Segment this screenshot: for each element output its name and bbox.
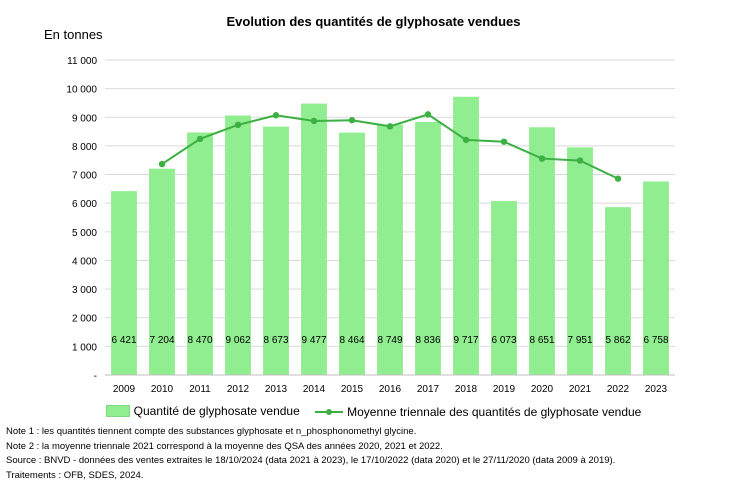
x-tick-label: 2011: [189, 384, 211, 395]
legend-swatch-bar: [105, 405, 130, 417]
x-tick-label: 2014: [303, 384, 326, 395]
bar-data-label: 7 951: [567, 335, 592, 346]
chart-plot: 6 421 7 204 8 470 9 062 8 673 9 477 8 464 8 749…: [66, 56, 675, 395]
y-tick-label: 5 000: [72, 228, 97, 239]
bar-data-label: 9 717: [453, 335, 478, 346]
bar-data-label: 7 204: [149, 335, 174, 346]
chart-title: Evolution des quantités de glyphosate ve…: [226, 14, 521, 29]
line-point-2014: [310, 117, 318, 125]
bar-data-label: 8 836: [415, 335, 440, 346]
bar-data-label: 9 062: [225, 335, 250, 346]
y-tick-label: 4 000: [72, 256, 97, 267]
line-point-2017: [424, 111, 432, 118]
bar-2011: [187, 132, 213, 375]
legend-item-line: Moyenne triennale des quantités de glyph…: [315, 405, 641, 419]
x-tick-label: 2010: [151, 384, 174, 395]
x-tick-label: 2022: [607, 384, 630, 395]
bar-data-label: 8 464: [339, 335, 364, 346]
bar-2016: [377, 124, 403, 376]
bar-data-label: 8 673: [263, 335, 288, 346]
line-point-2019: [500, 138, 508, 145]
x-tick-label: 2018: [455, 384, 478, 395]
processing-note: Traitements : OFB, SDES, 2024.: [6, 469, 144, 481]
x-tick-label: 2019: [493, 384, 516, 395]
line-point-2011: [196, 135, 204, 143]
note-1: Note 1 : les quantités tiennent compte d…: [6, 426, 417, 437]
y-tick-label: 10 000: [66, 85, 97, 96]
bar-data-label: 6 758: [643, 335, 668, 346]
legend-swatch-line: [315, 409, 344, 415]
note-2: Note 2 : la moyenne triennale 2021 corre…: [6, 440, 443, 452]
y-tick-label: -: [94, 371, 97, 382]
bar-2022: [605, 207, 631, 375]
x-tick-label: 2015: [341, 384, 364, 395]
y-axis-unit-label: En tonnes: [44, 27, 103, 42]
bar-2013: [263, 126, 289, 376]
bar-data-label: 6 073: [491, 335, 516, 346]
bar-2015: [339, 132, 365, 375]
line-point-2015: [348, 117, 356, 124]
bar-data-label: 9 477: [301, 335, 326, 346]
bar-2017: [415, 121, 441, 376]
x-tick-label: 2013: [265, 384, 288, 395]
bar-2023: [643, 181, 669, 375]
legend-label-line: Moyenne triennale des quantités de glyph…: [347, 405, 642, 419]
x-tick-label: 2023: [645, 384, 668, 395]
line-point-2022: [614, 175, 622, 182]
line-point-2021: [576, 157, 584, 164]
y-tick-label: 6 000: [72, 199, 97, 210]
bar-data-label: 5 862: [605, 335, 630, 346]
x-tick-label: 2021: [569, 384, 592, 395]
x-tick-label: 2012: [227, 384, 250, 395]
bar-data-label: 8 651: [529, 335, 554, 346]
y-tick-label: 11 000: [67, 56, 97, 67]
bar-2020: [529, 127, 555, 375]
bar-2009: [111, 191, 137, 375]
bar-2012: [225, 115, 251, 375]
x-tick-label: 2016: [379, 384, 402, 395]
line-point-2012: [234, 121, 242, 129]
x-tick-label: 2009: [113, 384, 136, 395]
y-tick-label: 1 000: [72, 342, 97, 353]
bar-2010: [149, 168, 175, 375]
bar-data-label: 8 470: [187, 335, 212, 346]
y-tick-label: 3 000: [72, 285, 97, 296]
line-point-2013: [272, 112, 280, 119]
bar-2014: [301, 103, 327, 375]
x-tick-label: 2017: [417, 384, 440, 395]
bar-2021: [567, 147, 593, 375]
bar-data-label: 6 421: [111, 335, 136, 346]
chart-legend: Quantité de glyphosate vendue Moyenne tr…: [0, 404, 747, 420]
bar-data-label: 8 749: [377, 335, 402, 346]
source-note: Source : BNVD - données des ventes extra…: [6, 455, 616, 466]
line-point-2018: [462, 136, 470, 144]
legend-item-bar: Quantité de glyphosate vendue: [105, 404, 300, 418]
y-tick-label: 9 000: [72, 113, 97, 124]
y-tick-label: 7 000: [72, 171, 97, 182]
y-tick-label: 2 000: [72, 314, 97, 325]
line-point-2020: [538, 155, 546, 162]
bar-2019: [491, 201, 517, 375]
x-tick-label: 2020: [531, 384, 554, 395]
line-point-2016: [386, 123, 394, 130]
y-tick-label: 8 000: [72, 142, 97, 153]
legend-label-bar: Quantité de glyphosate vendue: [133, 404, 300, 418]
line-point-2010: [158, 160, 166, 168]
chart-notes: Note 1 : les quantités tiennent compte d…: [6, 425, 615, 483]
